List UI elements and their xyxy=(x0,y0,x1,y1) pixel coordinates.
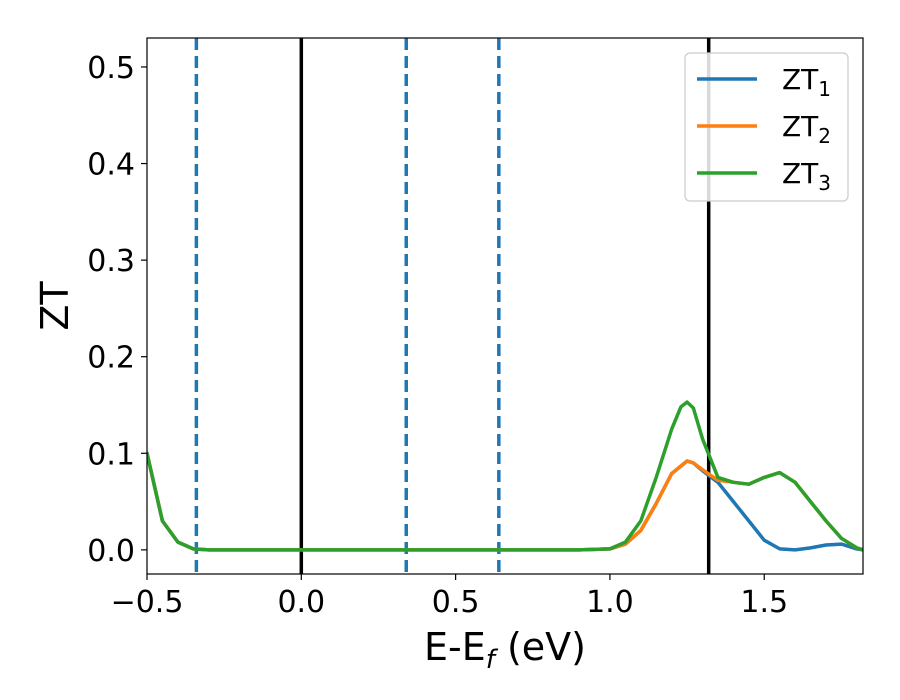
legend-label-zt3: ZT3 xyxy=(782,157,831,195)
x-tick-label: 0.5 xyxy=(432,585,480,620)
legend-box xyxy=(684,52,849,202)
y-tick-label: 0.4 xyxy=(87,148,135,183)
series-line-zt2 xyxy=(147,451,863,552)
x-tick-label: 1.0 xyxy=(586,585,634,620)
y-tick-label: 0.3 xyxy=(87,244,135,279)
x-tick-label: 0.0 xyxy=(277,585,325,620)
legend-label-zt2: ZT2 xyxy=(782,110,831,148)
x-axis-label: E-Ef (eV) xyxy=(424,625,586,675)
x-axis-ticks: −0.5 0.0 0.5 1.0 1.5 xyxy=(111,574,788,620)
series-line-zt1 xyxy=(147,451,863,552)
y-axis-ticks: 0.0 0.1 0.2 0.3 0.4 0.5 xyxy=(87,51,147,569)
y-tick-label: 0.2 xyxy=(87,341,135,376)
x-tick-label: −0.5 xyxy=(111,585,184,620)
y-axis-label: ZT xyxy=(33,281,77,331)
legend-label-zt1: ZT1 xyxy=(782,63,831,101)
y-tick-label: 0.0 xyxy=(87,534,135,569)
data-series xyxy=(147,400,863,552)
reference-lines xyxy=(194,38,711,574)
plot-frame xyxy=(146,37,864,575)
y-tick-label: 0.5 xyxy=(87,51,135,86)
series-line-zt3 xyxy=(147,400,863,552)
y-tick-label: 0.1 xyxy=(87,437,135,472)
x-tick-label: 1.5 xyxy=(740,585,788,620)
legend: ZT1 ZT2 ZT3 xyxy=(684,52,849,202)
